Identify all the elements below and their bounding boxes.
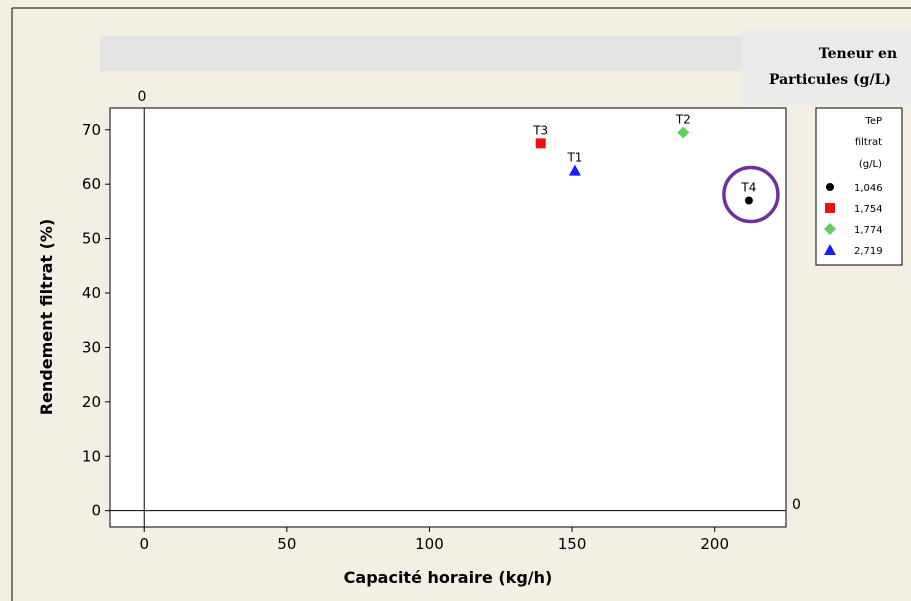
legend-label-1: 1,046 bbox=[854, 183, 883, 194]
legend-items: 1,046 1,754 1,774 2,719 bbox=[824, 183, 883, 257]
legend-label-2: 1,754 bbox=[854, 204, 883, 215]
legend-title-box bbox=[741, 30, 911, 105]
data-label-t4: T4 bbox=[740, 181, 756, 195]
reference-lines bbox=[110, 108, 786, 527]
legend-header-line3: (g/L) bbox=[859, 159, 882, 170]
y-axis-ticks: 0 10 20 30 40 50 60 70 bbox=[82, 121, 110, 520]
legend-marker-3 bbox=[824, 223, 836, 235]
data-points: T4 T3 T2 T1 bbox=[532, 112, 756, 205]
x-tick-label: 150 bbox=[558, 535, 587, 553]
data-label-t1: T1 bbox=[566, 151, 582, 165]
y-tick-label: 20 bbox=[82, 393, 101, 411]
y-tick-label: 30 bbox=[82, 338, 101, 356]
data-point-t4 bbox=[744, 196, 753, 205]
legend-marker-4 bbox=[824, 244, 836, 255]
x-axis-ticks: 0 50 100 150 200 bbox=[139, 527, 729, 553]
plot-area bbox=[109, 107, 787, 528]
x-tick-label: 0 bbox=[139, 535, 149, 553]
y-tick-label: 40 bbox=[82, 284, 101, 302]
y-tick-label: 50 bbox=[82, 230, 101, 248]
highlight-circle bbox=[722, 165, 780, 224]
data-point-t2 bbox=[677, 126, 690, 139]
legend-marker-2 bbox=[825, 203, 835, 213]
data-label-t3: T3 bbox=[532, 123, 548, 137]
y-tick-label: 70 bbox=[82, 121, 101, 139]
legend-marker-1 bbox=[826, 183, 834, 191]
reference-line-x-label: 0 bbox=[138, 89, 147, 105]
x-tick-label: 200 bbox=[700, 535, 729, 553]
data-point-t3 bbox=[535, 138, 546, 149]
legend-header-line1: TeP bbox=[864, 116, 882, 127]
x-tick-label: 50 bbox=[277, 535, 296, 553]
highlight-layer bbox=[722, 165, 780, 224]
legend-title-line2: Particules (g/L) bbox=[769, 72, 891, 88]
data-point-t1 bbox=[568, 164, 581, 176]
y-axis-label: Rendement filtrat (%) bbox=[37, 219, 56, 416]
legend-label-3: 1,774 bbox=[854, 225, 883, 236]
legend-header-line2: filtrat bbox=[855, 137, 882, 148]
title-band bbox=[100, 36, 745, 71]
legend-title-line1: Teneur en bbox=[819, 46, 897, 62]
y-tick-label: 60 bbox=[82, 175, 101, 193]
reference-line-y-label: 0 bbox=[792, 497, 801, 513]
x-axis-label: Capacité horaire (kg/h) bbox=[344, 568, 553, 587]
data-label-t2: T2 bbox=[675, 112, 691, 126]
y-tick-label: 0 bbox=[91, 502, 101, 520]
y-tick-label: 10 bbox=[82, 447, 101, 465]
legend-label-4: 2,719 bbox=[854, 246, 883, 257]
x-tick-label: 100 bbox=[415, 535, 444, 553]
